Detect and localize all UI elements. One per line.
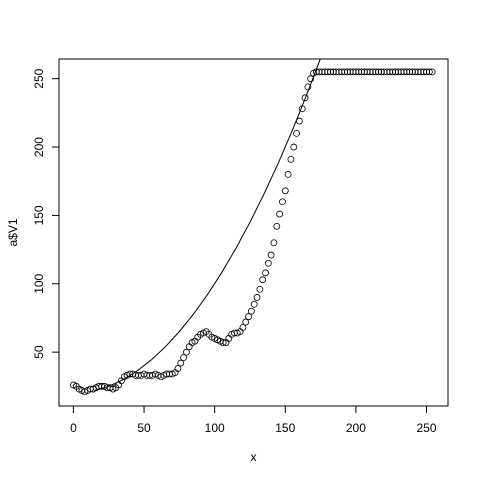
point [250, 300, 258, 308]
point [256, 285, 264, 293]
point [281, 187, 289, 195]
point [293, 129, 300, 137]
point [177, 359, 185, 367]
point [267, 251, 275, 259]
point [307, 75, 315, 83]
curve [94, 59, 321, 392]
point [262, 269, 269, 277]
point [284, 170, 292, 178]
point [247, 307, 255, 315]
point [304, 83, 312, 91]
y-tick-label: 250 [32, 68, 46, 88]
point [239, 324, 247, 331]
point [298, 105, 306, 113]
point [242, 318, 250, 326]
point [276, 210, 284, 218]
x-tick-label: 200 [346, 421, 366, 435]
point [279, 198, 286, 206]
point [296, 117, 303, 125]
point [290, 143, 298, 151]
y-tick-label: 50 [32, 345, 46, 359]
point [253, 294, 261, 301]
point [259, 276, 267, 284]
point [270, 239, 278, 247]
point [183, 348, 190, 356]
point [425, 68, 433, 76]
point [273, 222, 281, 230]
point [245, 313, 252, 320]
x-tick-label: 250 [417, 421, 437, 435]
point [180, 354, 187, 362]
x-tick-label: 0 [70, 421, 77, 435]
point [219, 339, 227, 346]
plot-box [58, 58, 449, 407]
y-tick-label: 200 [32, 137, 46, 157]
y-axis-label: a$V1 [6, 218, 20, 246]
plot-area [94, 59, 321, 392]
y-tick-label: 150 [32, 205, 46, 225]
point [174, 365, 182, 372]
x-tick-label: 150 [275, 421, 295, 435]
point [287, 155, 295, 163]
x-tick-label: 50 [137, 421, 151, 435]
x-tick-label: 100 [205, 421, 225, 435]
point [301, 94, 309, 102]
y-tick-label: 100 [32, 273, 46, 293]
point [225, 335, 233, 342]
x-axis-label: x [251, 450, 257, 464]
point [264, 259, 272, 267]
point [428, 68, 436, 76]
point [185, 343, 193, 351]
